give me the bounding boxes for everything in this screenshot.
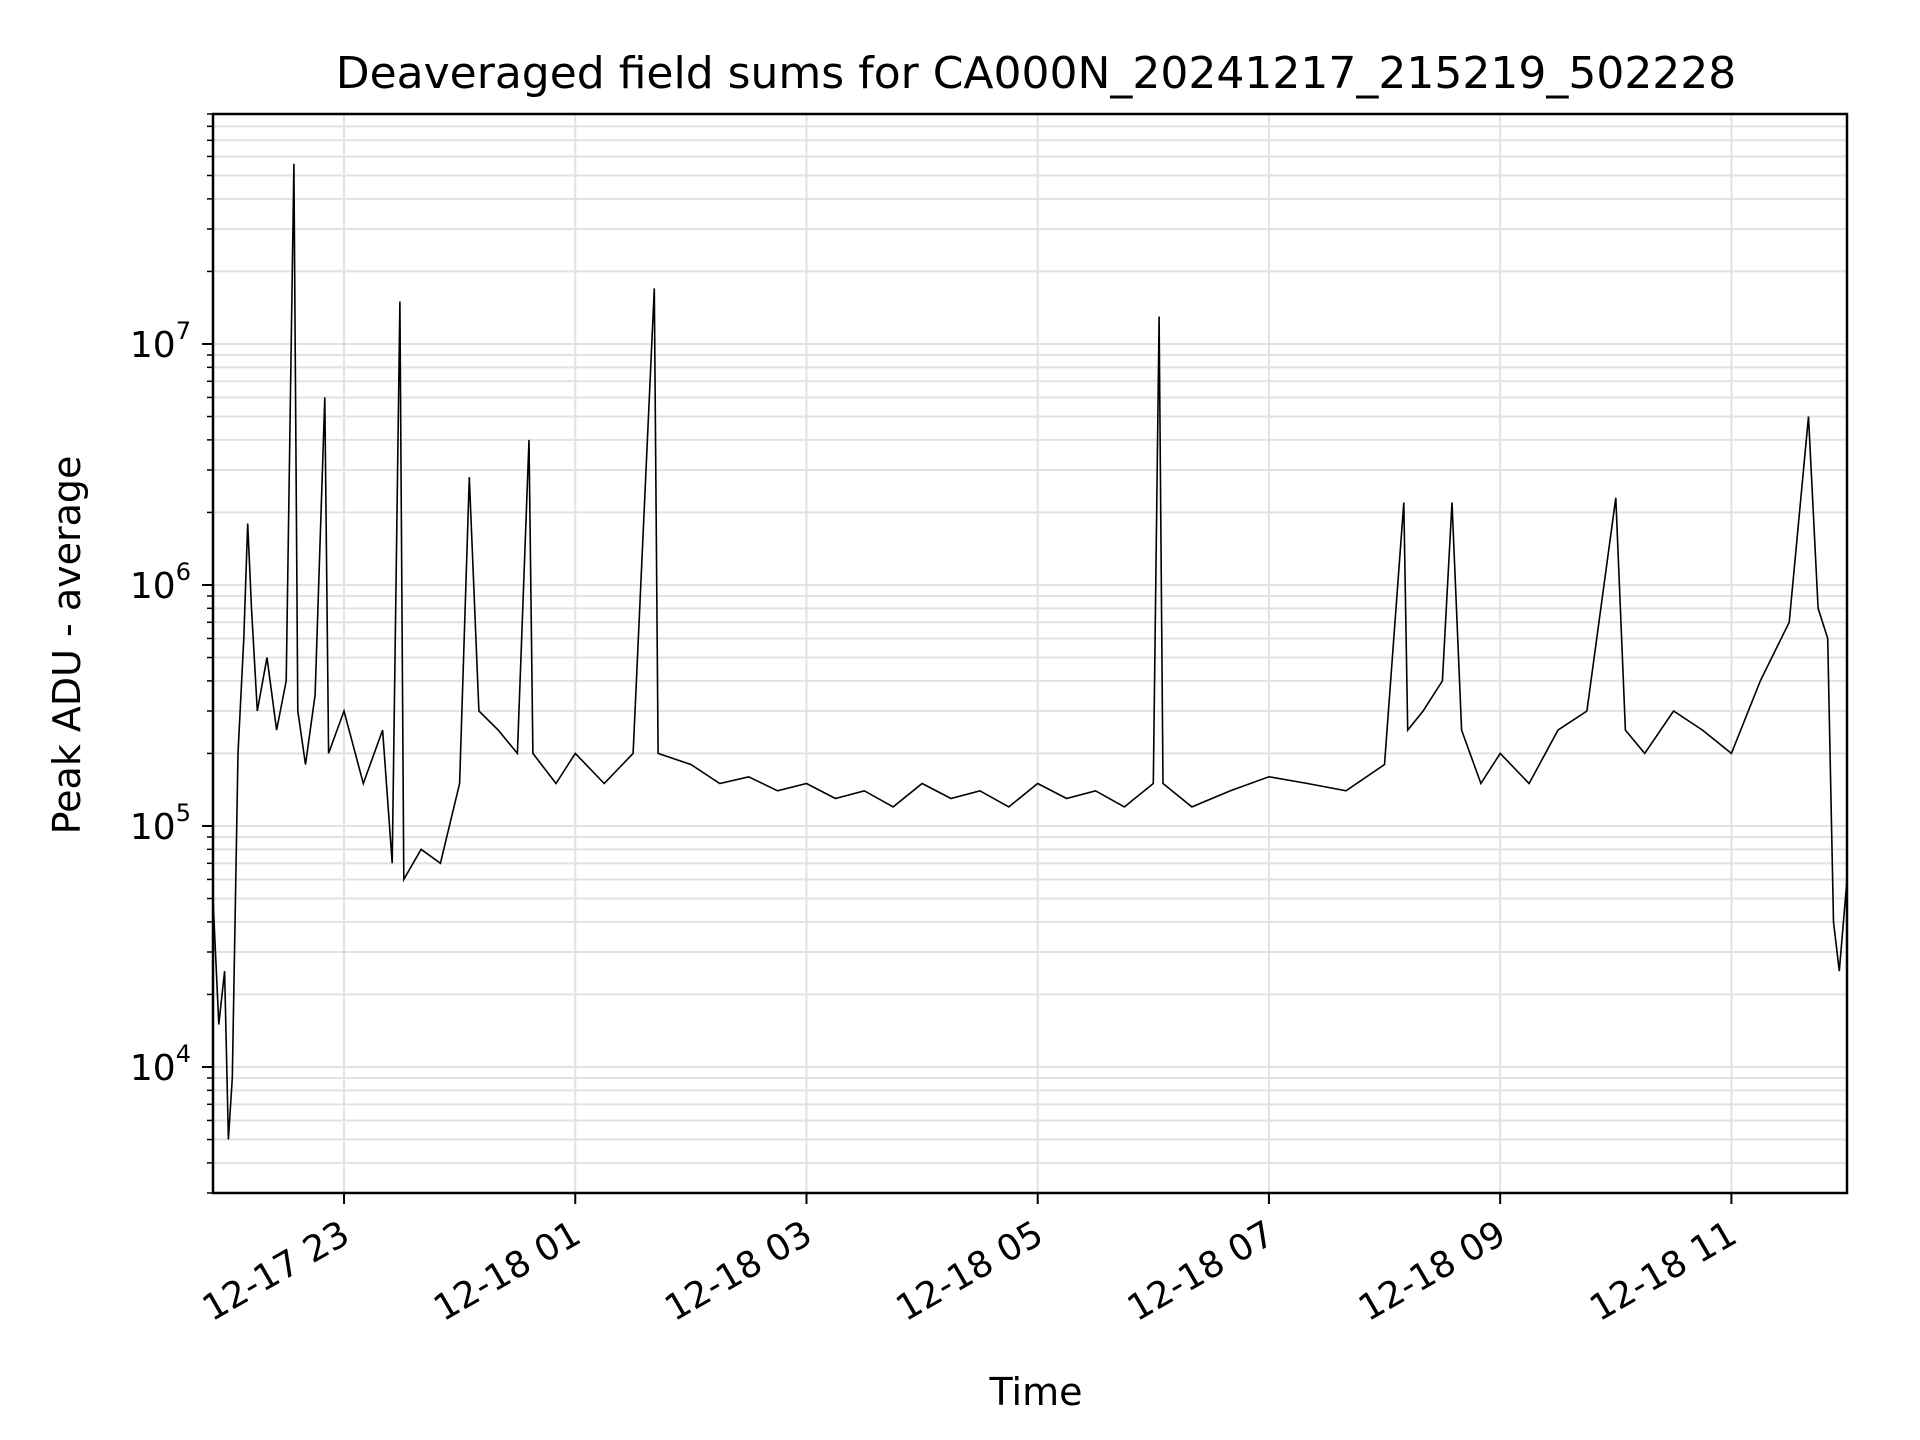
y-tick-label-exponent: 7 [176,317,191,345]
y-tick-label-base: 10 [130,1048,176,1089]
y-tick-label: 107 [130,317,191,366]
major-gridlines [213,114,1847,1193]
y-tick-label-base: 10 [130,807,176,848]
y-tick-label-exponent: 5 [176,799,191,827]
y-tick-label-exponent: 6 [176,558,191,586]
plot-frame [211,112,1849,1195]
y-tick-label: 105 [130,799,191,848]
y-tick-label-exponent: 4 [176,1040,191,1068]
y-tick-label: 106 [130,558,191,607]
series-line-0 [212,163,1848,1140]
chart-title: Deaveraged field sums for CA000N_2024121… [336,48,1737,99]
y-tick-label: 104 [130,1040,191,1089]
y-axis-label: Peak ADU - average [45,456,89,835]
x-axis-label: Time [989,1370,1083,1414]
series-layer [212,163,1848,1140]
y-tick-label-base: 10 [130,325,176,366]
y-tick-label-base: 10 [130,566,176,607]
